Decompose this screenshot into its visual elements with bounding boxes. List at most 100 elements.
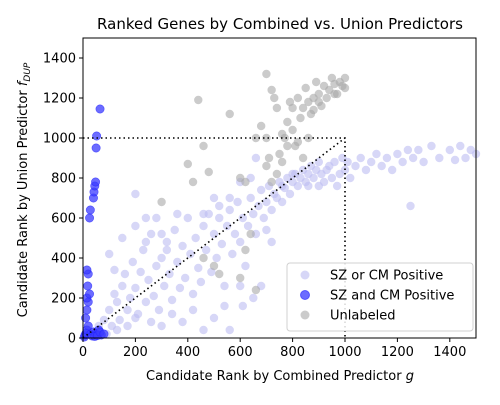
data-point	[236, 237, 245, 247]
y-tick-label: 1000	[43, 132, 76, 147]
data-point	[82, 265, 92, 275]
data-point	[251, 133, 261, 143]
data-point	[110, 289, 119, 299]
data-point	[178, 317, 187, 327]
data-point	[419, 157, 428, 167]
data-point	[262, 161, 271, 171]
data-point	[414, 145, 423, 155]
y-tick-label: 400	[51, 252, 76, 267]
data-point	[330, 89, 339, 99]
data-point	[152, 261, 161, 271]
data-point	[212, 253, 221, 263]
data-point	[99, 329, 109, 339]
data-point	[301, 83, 310, 93]
data-point	[314, 157, 323, 167]
data-point	[272, 103, 282, 113]
data-point	[427, 141, 436, 151]
data-point	[186, 249, 195, 259]
data-point	[445, 145, 454, 155]
data-point	[288, 169, 297, 179]
data-point	[277, 157, 287, 167]
data-point	[85, 289, 95, 299]
data-point	[146, 317, 156, 327]
data-point	[267, 85, 276, 95]
data-point	[262, 225, 271, 235]
data-point	[249, 293, 258, 303]
x-axis-label-var: g	[406, 369, 414, 384]
legend-label: SZ and CM Positive	[330, 289, 454, 304]
data-point	[330, 157, 339, 167]
data-point	[275, 149, 284, 159]
data-point	[246, 229, 255, 239]
data-point	[196, 277, 206, 287]
data-point	[241, 177, 250, 187]
data-point	[154, 305, 164, 315]
data-point	[152, 213, 161, 223]
data-point	[406, 201, 415, 211]
legend-marker	[300, 290, 310, 300]
data-point	[99, 315, 109, 325]
data-point	[311, 77, 321, 87]
data-point	[236, 281, 245, 291]
data-point	[157, 197, 166, 207]
plot-frame	[82, 37, 477, 339]
data-point	[327, 173, 337, 183]
x-axis-label-text: Candidate Rank by Combined Predictor	[146, 369, 406, 384]
data-point	[283, 117, 292, 127]
data-point	[123, 321, 132, 331]
data-point	[293, 137, 303, 147]
data-point	[293, 93, 303, 103]
y-axis-label-sub: DUP	[23, 62, 33, 82]
data-point	[233, 197, 242, 207]
data-point	[435, 153, 444, 163]
data-point	[296, 113, 305, 123]
data-point	[251, 153, 261, 163]
data-point	[262, 197, 271, 207]
data-point	[256, 185, 266, 195]
x-axis-ticks: 0 200 400 600 800 1000 1200 1400	[79, 338, 466, 360]
data-point	[141, 213, 151, 223]
y-tick-label: 800	[51, 172, 76, 187]
data-point	[162, 237, 172, 247]
data-point	[141, 297, 151, 307]
data-point	[340, 73, 350, 83]
data-point	[293, 181, 303, 191]
data-point	[222, 221, 232, 231]
data-point	[165, 269, 174, 279]
data-point	[249, 209, 258, 219]
data-point	[461, 153, 470, 163]
data-point	[272, 169, 282, 179]
data-point	[125, 293, 135, 303]
data-point	[209, 229, 219, 239]
data-point	[188, 177, 198, 187]
data-point	[351, 161, 360, 171]
data-point	[110, 265, 119, 275]
legend: SZ or CM Positive SZ and CM Positive Unlab…	[286, 262, 474, 332]
x-tick-label: 1200	[381, 345, 414, 360]
data-point	[131, 313, 140, 323]
y-axis-ticks: 0 200 400 600 800 1000 1200 1400	[43, 52, 83, 347]
data-point	[304, 181, 313, 191]
data-point	[230, 229, 240, 239]
data-point	[238, 213, 248, 223]
legend-label: Unlabeled	[330, 309, 395, 324]
legend-label: SZ or CM Positive	[330, 269, 443, 284]
data-point	[209, 313, 219, 323]
data-point	[288, 125, 297, 135]
series-3	[157, 69, 350, 295]
data-point	[238, 301, 248, 311]
x-tick-label: 1000	[328, 345, 361, 360]
data-point	[393, 149, 402, 159]
data-point	[188, 289, 198, 299]
data-point	[91, 143, 101, 153]
x-axis-label: Candidate Rank by Combined Predictor g	[146, 369, 414, 384]
data-point	[162, 245, 172, 255]
x-tick-label: 1400	[433, 345, 466, 360]
dotted-guides	[82, 137, 346, 339]
data-point	[115, 315, 124, 325]
data-point	[346, 173, 355, 183]
dotted-diagonal-line	[82, 137, 346, 339]
data-point	[270, 93, 279, 103]
